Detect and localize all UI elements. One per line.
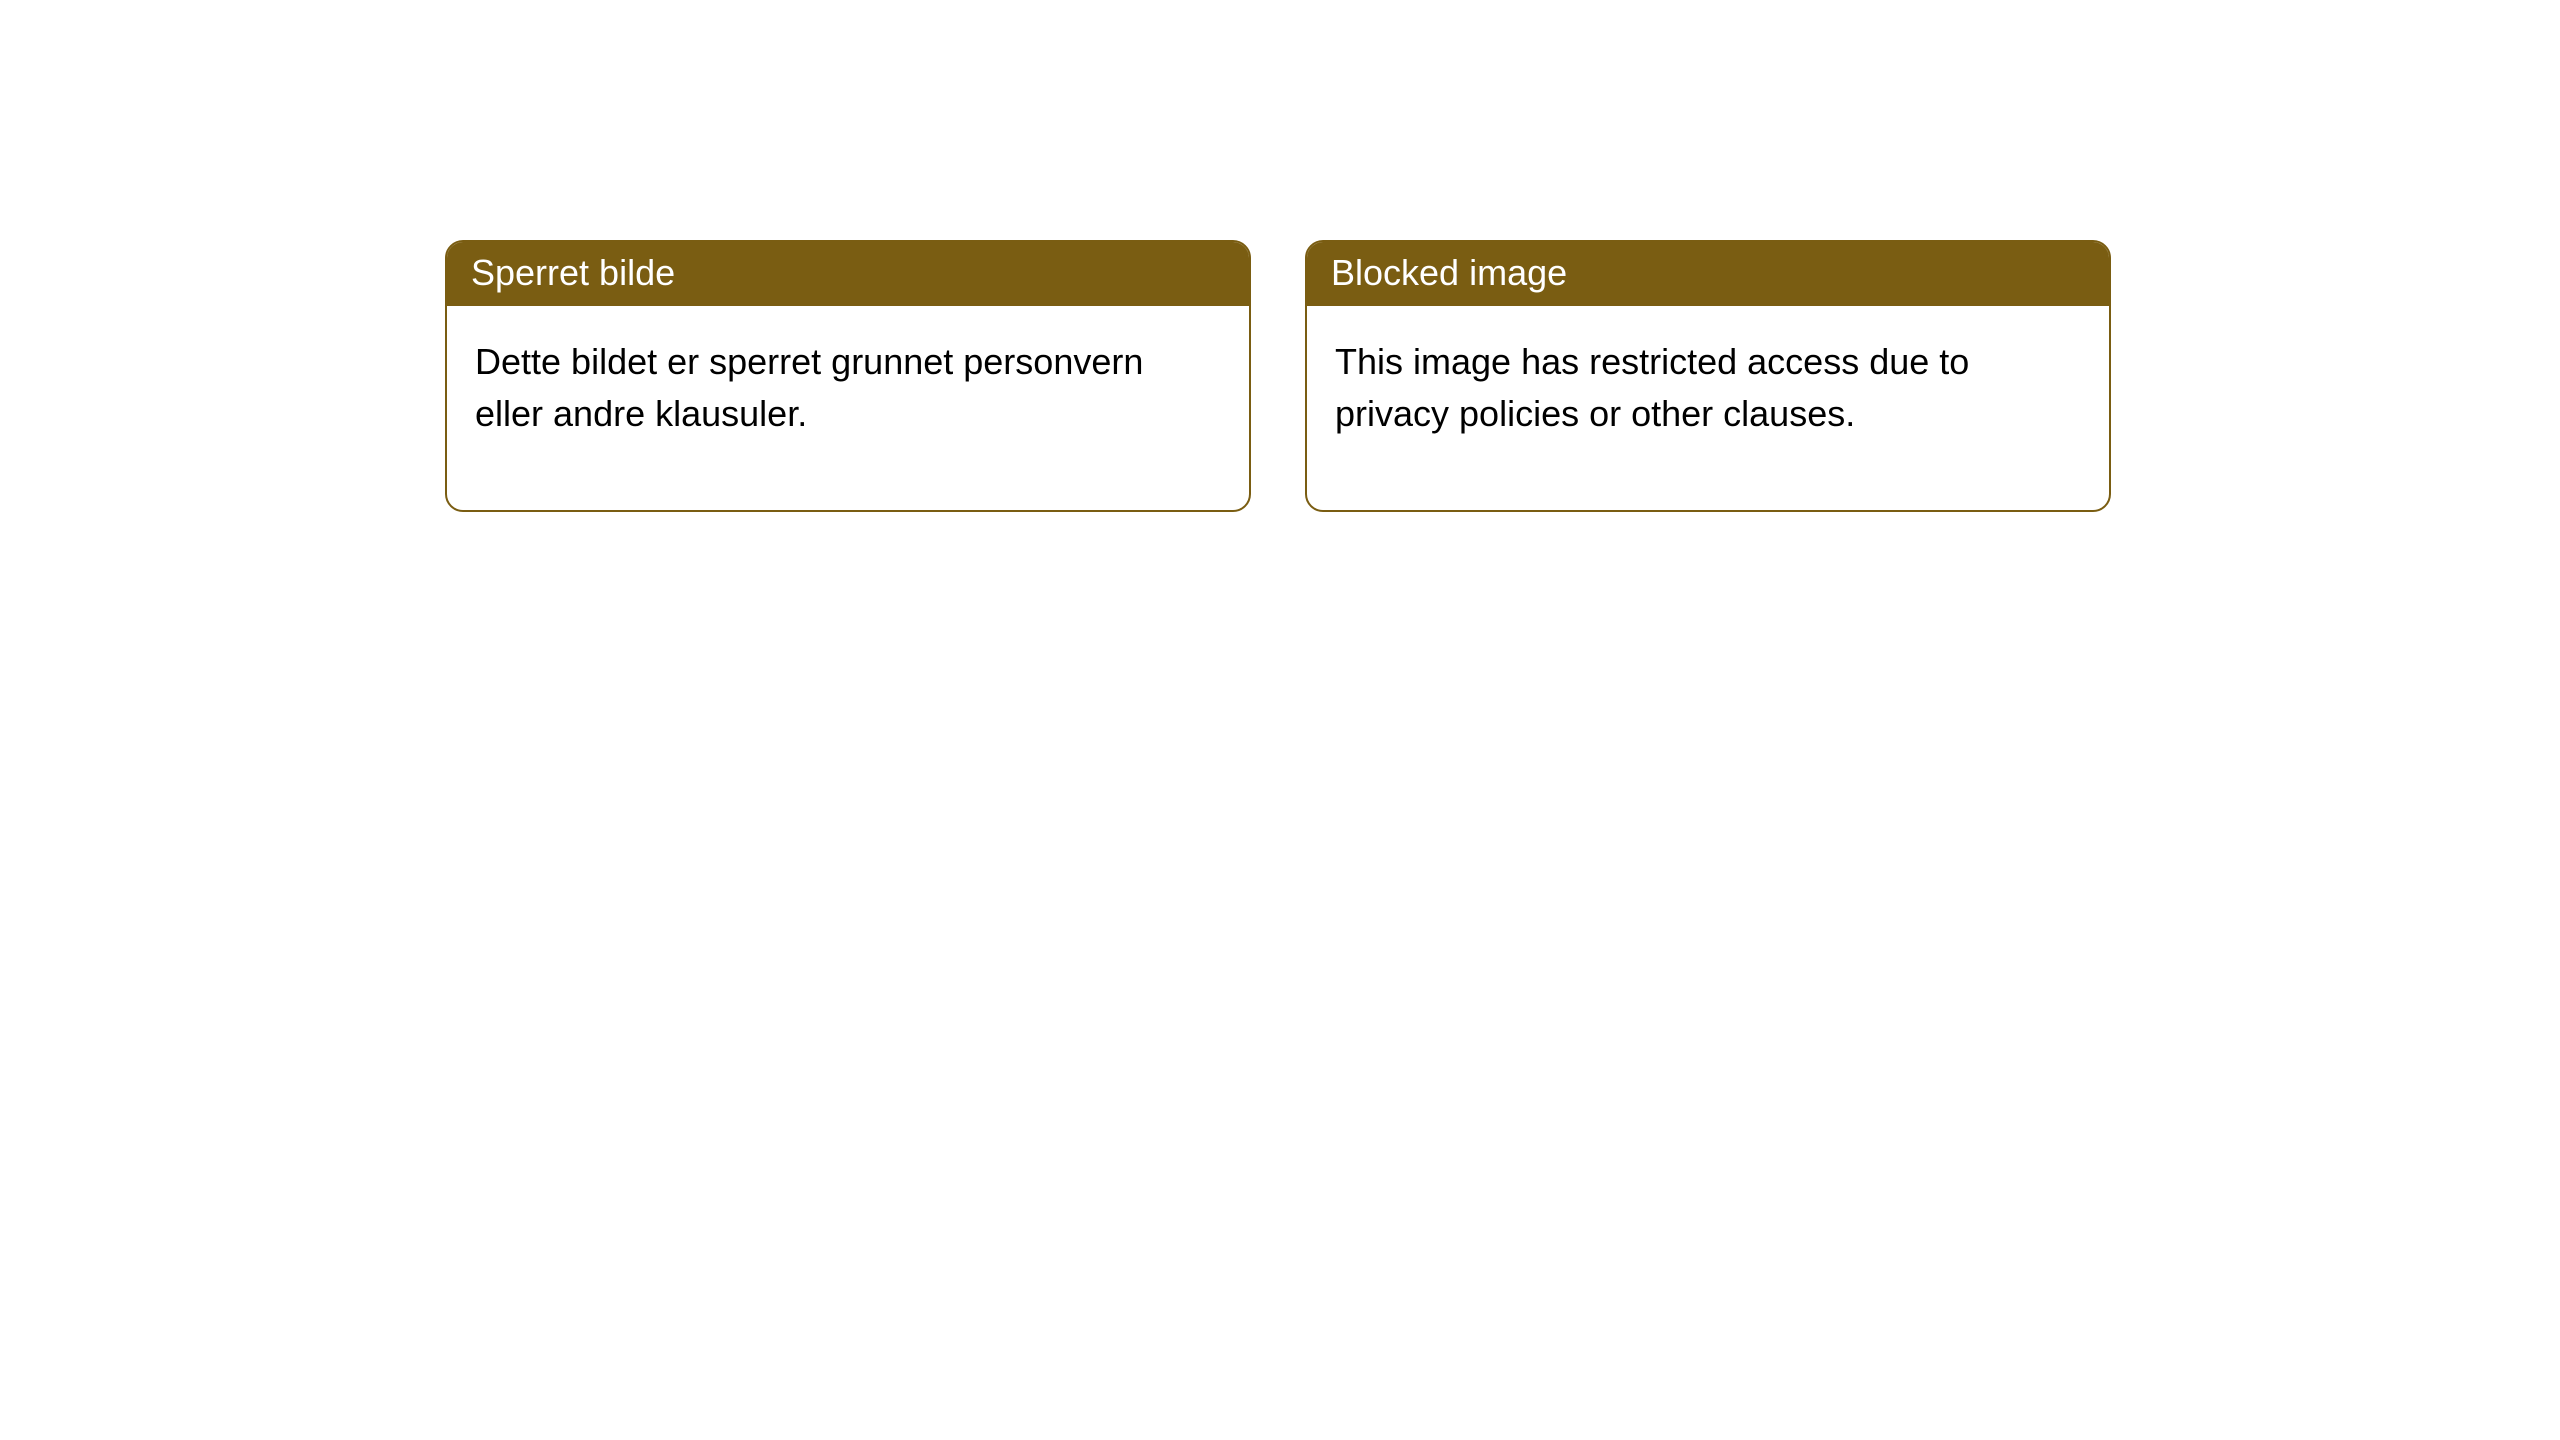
cards-container: Sperret bilde Dette bildet er sperret gr… (0, 240, 2560, 512)
blocked-image-card-no: Sperret bilde Dette bildet er sperret gr… (445, 240, 1251, 512)
card-body-no: Dette bildet er sperret grunnet personve… (447, 306, 1249, 510)
card-body-en: This image has restricted access due to … (1307, 306, 2109, 510)
card-header-en: Blocked image (1307, 242, 2109, 306)
blocked-image-card-en: Blocked image This image has restricted … (1305, 240, 2111, 512)
card-header-no: Sperret bilde (447, 242, 1249, 306)
